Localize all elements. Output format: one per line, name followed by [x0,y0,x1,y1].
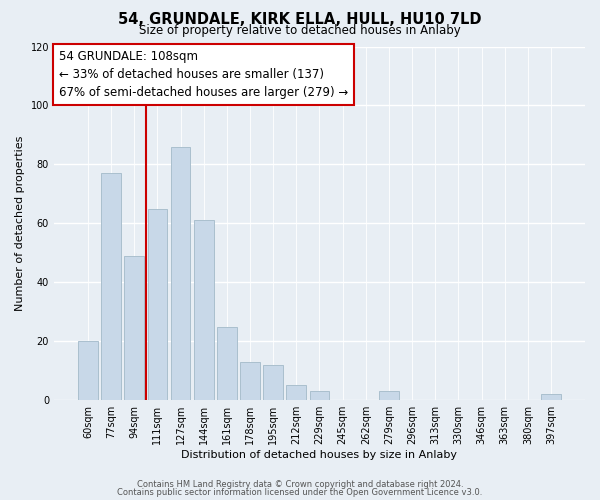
Bar [124,256,144,400]
Bar [286,386,306,400]
Bar [240,362,260,400]
Text: 54 GRUNDALE: 108sqm
← 33% of detached houses are smaller (137)
67% of semi-detac: 54 GRUNDALE: 108sqm ← 33% of detached ho… [59,50,349,99]
Bar [78,342,98,400]
Text: Contains HM Land Registry data © Crown copyright and database right 2024.: Contains HM Land Registry data © Crown c… [137,480,463,489]
Bar [148,208,167,400]
Bar [194,220,214,400]
Text: 54, GRUNDALE, KIRK ELLA, HULL, HU10 7LD: 54, GRUNDALE, KIRK ELLA, HULL, HU10 7LD [118,12,482,28]
Bar [310,392,329,400]
Bar [101,173,121,400]
Bar [170,146,190,400]
Text: Size of property relative to detached houses in Anlaby: Size of property relative to detached ho… [139,24,461,37]
Y-axis label: Number of detached properties: Number of detached properties [15,136,25,311]
Bar [541,394,561,400]
Bar [263,365,283,400]
X-axis label: Distribution of detached houses by size in Anlaby: Distribution of detached houses by size … [181,450,457,460]
Bar [379,392,399,400]
Text: Contains public sector information licensed under the Open Government Licence v3: Contains public sector information licen… [118,488,482,497]
Bar [217,326,236,400]
